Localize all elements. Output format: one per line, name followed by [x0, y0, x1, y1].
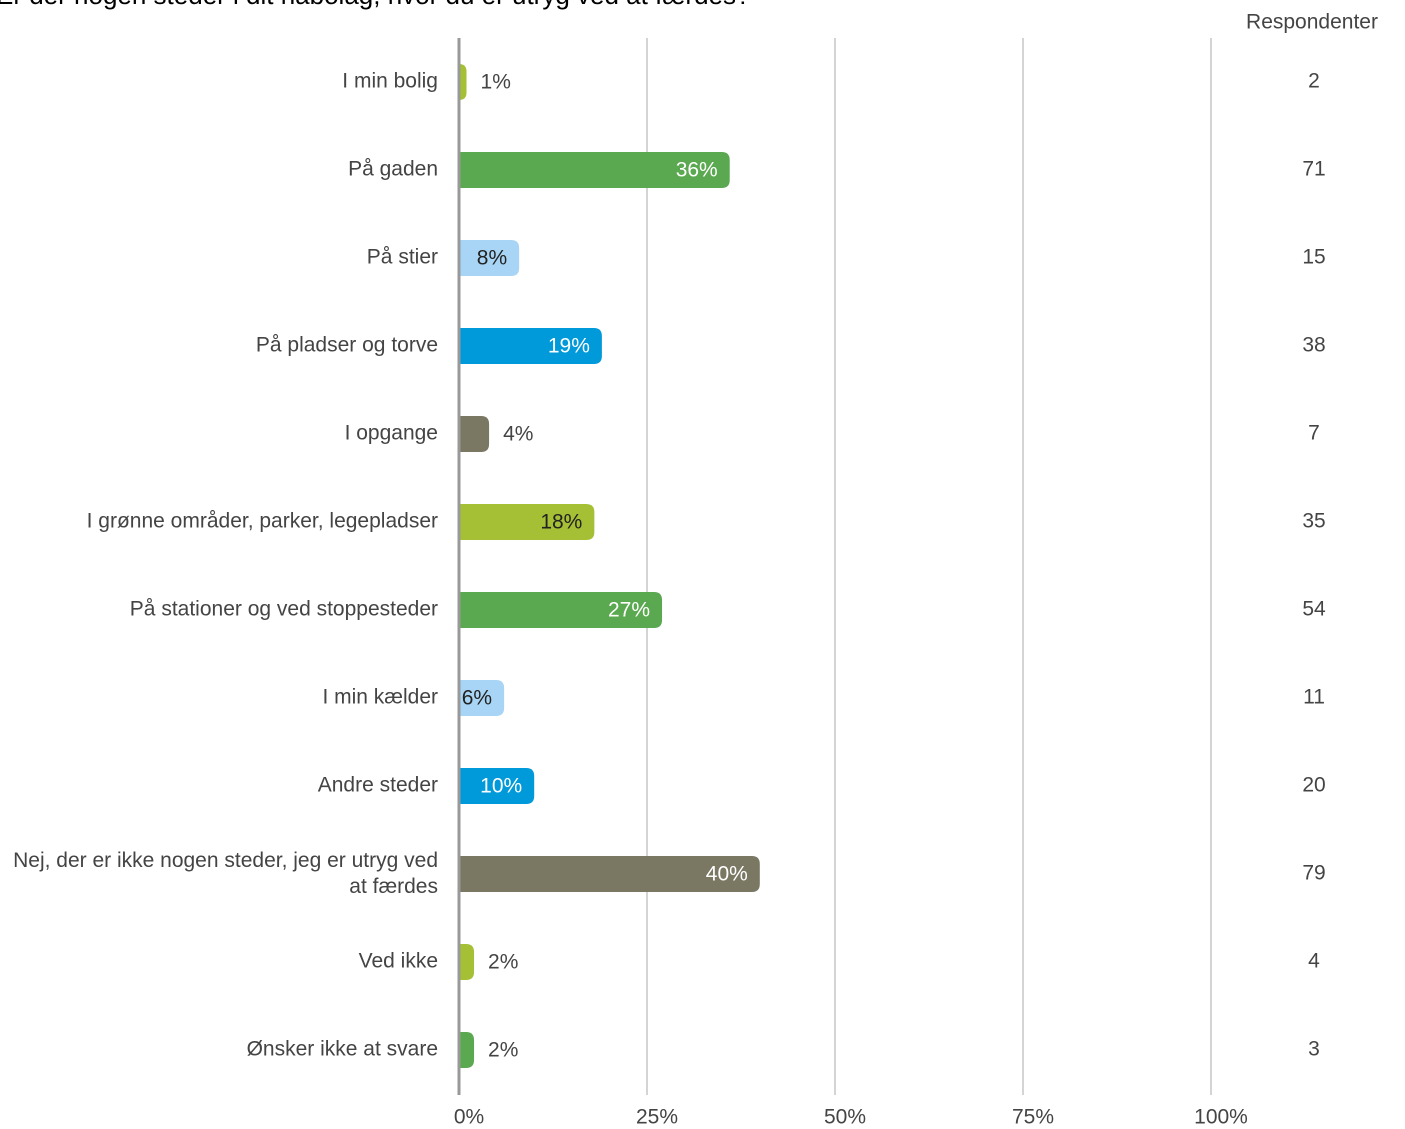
respondents-value: 79: [1302, 862, 1325, 885]
value-label: 19%: [548, 335, 590, 358]
bar: [459, 856, 760, 892]
value-label: 36%: [676, 159, 718, 182]
respondents-value: 54: [1302, 598, 1326, 621]
value-label: 6%: [462, 687, 492, 710]
category-label: I opgange: [345, 422, 438, 445]
respondents-value: 35: [1302, 510, 1325, 533]
chart-title: Er der nogen steder i dit nabolag, hvor …: [0, 0, 750, 10]
x-tick-label: 25%: [636, 1106, 678, 1129]
value-label: 1%: [481, 71, 511, 94]
bar: [459, 64, 467, 100]
bar: [459, 152, 730, 188]
value-label: 2%: [488, 1039, 518, 1062]
value-label: 27%: [608, 599, 650, 622]
bar: [459, 768, 535, 804]
respondents-value: 15: [1302, 246, 1325, 269]
respondents-value: 71: [1302, 158, 1325, 181]
x-tick-label: 50%: [824, 1106, 866, 1129]
category-label: På gaden: [348, 158, 438, 181]
category-label: Andre steder: [318, 774, 438, 797]
x-tick-label: 75%: [1012, 1106, 1054, 1129]
bar: [459, 504, 595, 540]
respondents-value: 4: [1308, 950, 1320, 973]
bar: [459, 680, 505, 716]
bar: [459, 240, 520, 276]
category-label: I grønne områder, parker, legepladser: [87, 510, 438, 533]
value-label: 40%: [706, 863, 748, 886]
category-label: Ved ikke: [359, 950, 438, 973]
respondents-header: Respondenter: [1246, 11, 1378, 34]
respondents-value: 7: [1308, 422, 1320, 445]
category-label: På stationer og ved stoppesteder: [130, 598, 438, 621]
value-label: 2%: [488, 951, 518, 974]
respondents-value: 2: [1308, 70, 1320, 93]
value-label: 18%: [540, 511, 582, 534]
respondents-value: 3: [1308, 1038, 1320, 1061]
category-label: Ønsker ikke at svare: [247, 1038, 438, 1061]
respondents-value: 38: [1302, 334, 1325, 357]
category-label: På stier: [367, 246, 438, 269]
x-tick-label: 0%: [454, 1106, 484, 1129]
value-label: 10%: [480, 775, 522, 798]
category-label: På pladser og torve: [256, 334, 438, 357]
bar: [459, 416, 490, 452]
respondents-value: 20: [1302, 774, 1325, 797]
x-tick-label: 100%: [1194, 1106, 1248, 1129]
bar: [459, 592, 663, 628]
bar: [459, 944, 475, 980]
value-label: 4%: [503, 423, 533, 446]
category-label: Nej, der er ikke nogen steder, jeg er ut…: [13, 849, 438, 898]
bar: [459, 1032, 475, 1068]
respondents-value: 11: [1303, 686, 1325, 709]
category-label: I min bolig: [342, 70, 438, 93]
bar: [459, 328, 602, 364]
category-label: I min kælder: [322, 686, 438, 709]
value-label: 8%: [477, 247, 507, 270]
